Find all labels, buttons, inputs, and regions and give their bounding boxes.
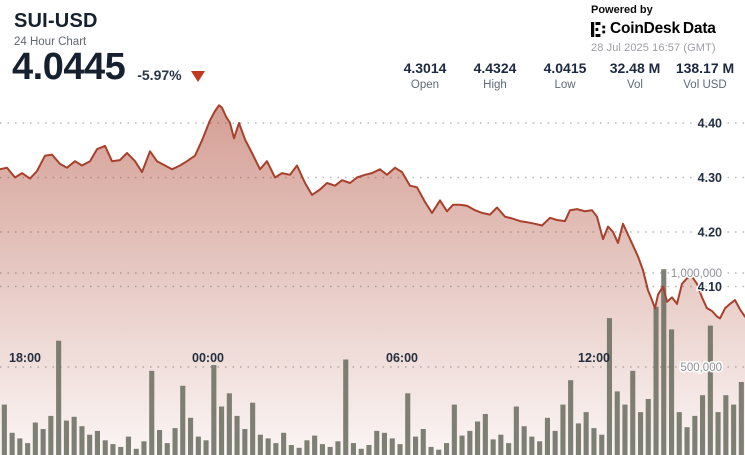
last-price: 4.0445 bbox=[12, 46, 126, 88]
stat-volume-usd: 138.17 M Vol USD bbox=[670, 60, 740, 91]
svg-text:06:00: 06:00 bbox=[386, 351, 418, 365]
brand-block: Powered by CoinDesk Data 28 Jul 2025 16:… bbox=[591, 4, 716, 54]
svg-text:4.30: 4.30 bbox=[698, 171, 722, 185]
stat-value: 4.3014 bbox=[403, 60, 447, 76]
stat-open: 4.3014 Open bbox=[390, 60, 460, 91]
stat-value: 138.17 M bbox=[675, 60, 735, 76]
stat-label: Vol bbox=[627, 79, 643, 91]
stats-row: 4.3014 Open 4.4324 High 4.0415 Low 32.48… bbox=[390, 60, 740, 91]
brand-suffix: Data bbox=[682, 20, 716, 37]
chart-subtitle: 24 Hour Chart bbox=[14, 36, 87, 48]
price-down-triangle-icon bbox=[190, 71, 205, 82]
svg-text:4.20: 4.20 bbox=[698, 226, 722, 240]
brand-name: CoinDesk bbox=[610, 20, 680, 37]
powered-by-label: Powered by bbox=[591, 4, 653, 16]
title-block: SUI-USD 24 Hour Chart bbox=[14, 10, 98, 48]
stat-volume: 32.48 M Vol bbox=[600, 60, 670, 91]
stat-low: 4.0415 Low bbox=[530, 60, 600, 91]
svg-text:12:00: 12:00 bbox=[578, 351, 610, 365]
svg-text:4.40: 4.40 bbox=[698, 117, 722, 131]
stat-value: 32.48 M bbox=[609, 60, 661, 76]
stat-label: Open bbox=[410, 79, 440, 91]
price-row: 4.0445 -5.97% bbox=[12, 48, 205, 86]
svg-text:00:00: 00:00 bbox=[192, 351, 224, 365]
coindesk-data-logo[interactable]: CoinDesk Data bbox=[591, 20, 716, 38]
stat-value: 4.4324 bbox=[473, 60, 517, 76]
svg-text:500,000: 500,000 bbox=[680, 362, 722, 374]
timestamp: 28 Jul 2025 16:57 (GMT) bbox=[591, 42, 716, 54]
stat-label: Vol USD bbox=[683, 79, 727, 91]
instrument-symbol: SUI-USD bbox=[14, 10, 98, 32]
svg-text:18:00: 18:00 bbox=[9, 351, 41, 365]
stat-label: Low bbox=[554, 79, 576, 91]
svg-text:1,000,000: 1,000,000 bbox=[671, 268, 722, 280]
stat-label: High bbox=[483, 79, 507, 91]
price-change-percent: -5.97% bbox=[137, 67, 182, 83]
coindesk-logo-icon bbox=[591, 21, 606, 37]
stat-value: 4.0415 bbox=[543, 60, 587, 76]
stat-high: 4.4324 High bbox=[460, 60, 530, 91]
svg-text:4.10: 4.10 bbox=[698, 280, 722, 294]
